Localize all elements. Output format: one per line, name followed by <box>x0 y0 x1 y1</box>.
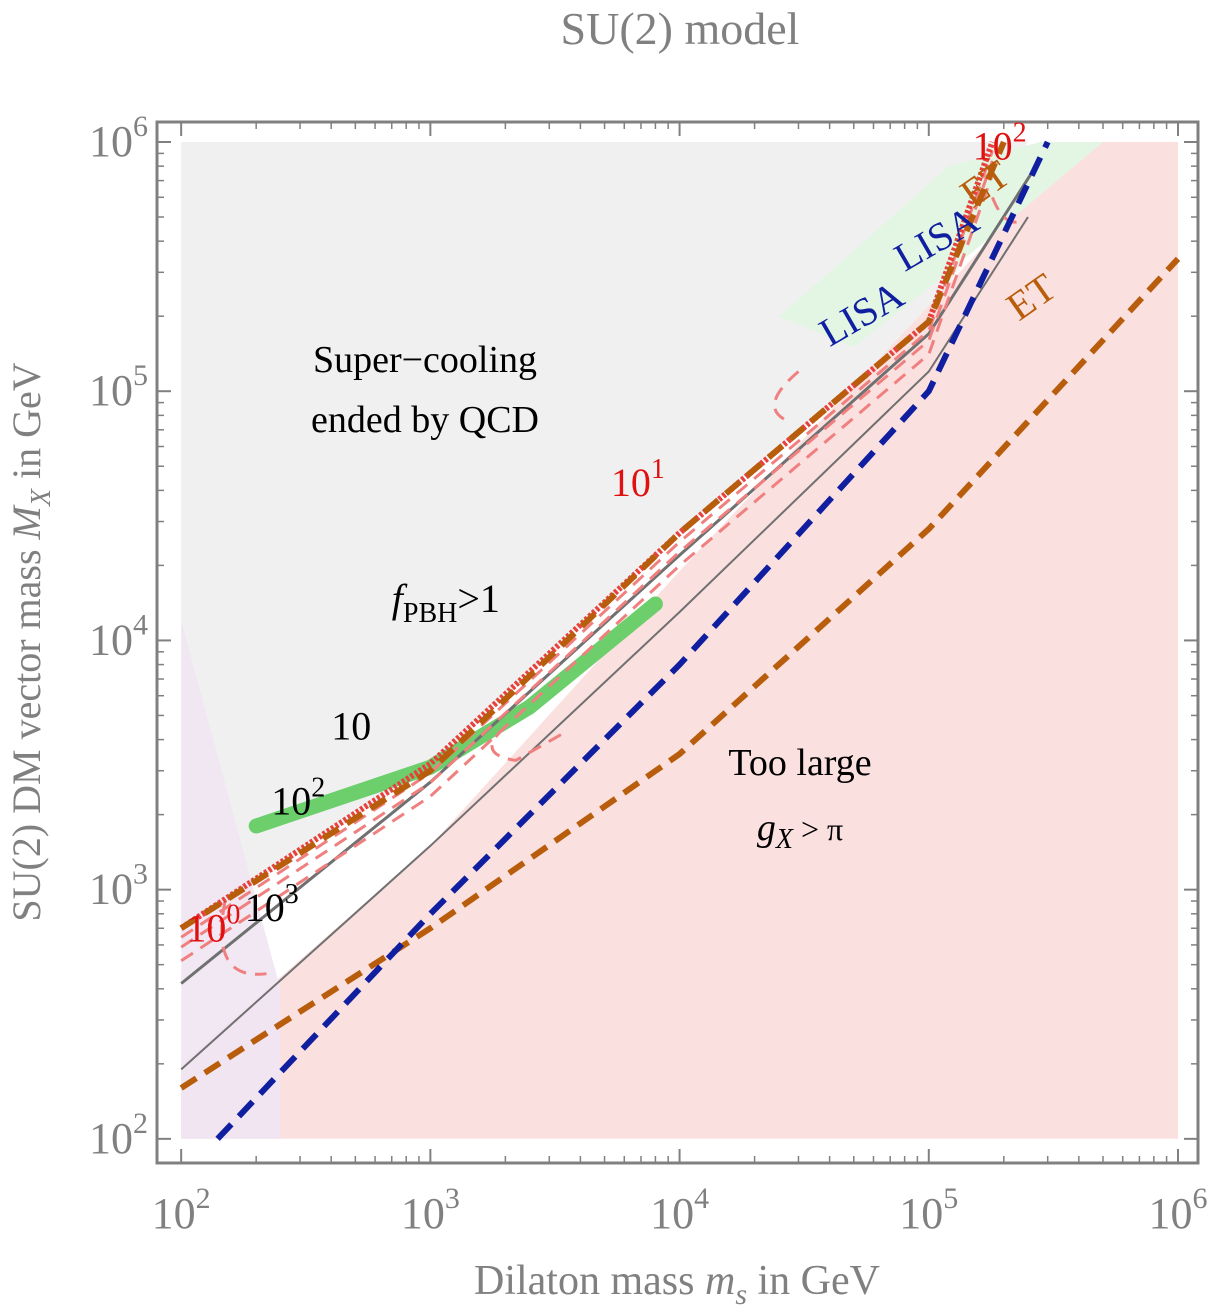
x-tick-label-2: 104 <box>650 1182 709 1238</box>
gray-line-10e3 <box>180 216 1029 1071</box>
x-axis-label: Dilaton mass ms in GeV <box>474 1258 880 1310</box>
gray-line-10e2 <box>180 158 1042 985</box>
purple-region <box>181 620 281 1139</box>
supercooling-region <box>181 142 1028 929</box>
annotation-6: 102 <box>973 118 1027 169</box>
chart-title: SU(2) model <box>561 3 800 54</box>
lisa-series <box>215 140 1051 1141</box>
large-coupling-label-line2: gX > π <box>757 807 843 855</box>
y-tick-label-2: 104 <box>89 608 148 664</box>
red-dashed-loop-4 <box>991 196 1020 224</box>
annotation-5: 101 <box>611 454 665 505</box>
annotation-3: 103 <box>245 879 299 930</box>
y-tick-label-3: 105 <box>89 359 148 415</box>
annotation-0: fPBH>1 <box>392 576 500 629</box>
red-dashed-loop-3 <box>773 370 800 424</box>
plot-frame <box>155 120 1200 1165</box>
annotation-2: 102 <box>271 773 325 824</box>
large-coupling-label-line1: Too large <box>728 742 871 784</box>
red-dashed-loop-1 <box>490 725 567 762</box>
x-tick-label-0: 102 <box>152 1182 211 1238</box>
y-tick-label-0: 102 <box>89 1107 148 1163</box>
et-steep-series <box>179 140 1007 931</box>
x-tick-label-4: 106 <box>1149 1182 1208 1238</box>
supercooling-label-line1: Super−cooling <box>313 339 537 381</box>
y-tick-label-4: 106 <box>89 110 148 166</box>
annotation-4: 100 <box>186 899 240 950</box>
et-shallow-series <box>179 256 1181 1091</box>
supercooling-label-line2: ended by QCD <box>311 399 539 441</box>
axis-labels: Super−cooling ended by QCD Too large gX > π… <box>4 118 1064 1310</box>
y-tick-label-1: 103 <box>89 858 148 914</box>
red-dashed-loop-2 <box>220 900 267 976</box>
x-tick-label-1: 103 <box>401 1182 460 1238</box>
x-tick-label-3: 105 <box>899 1182 958 1238</box>
y-axis-label: SU(2) DM vector mass MX in GeV <box>4 362 57 921</box>
annotation-1: 10 <box>331 704 371 749</box>
axes: 102 103 104 105 106 102 103 104 105 106 <box>89 110 1208 1238</box>
plot-area <box>179 140 1181 1141</box>
